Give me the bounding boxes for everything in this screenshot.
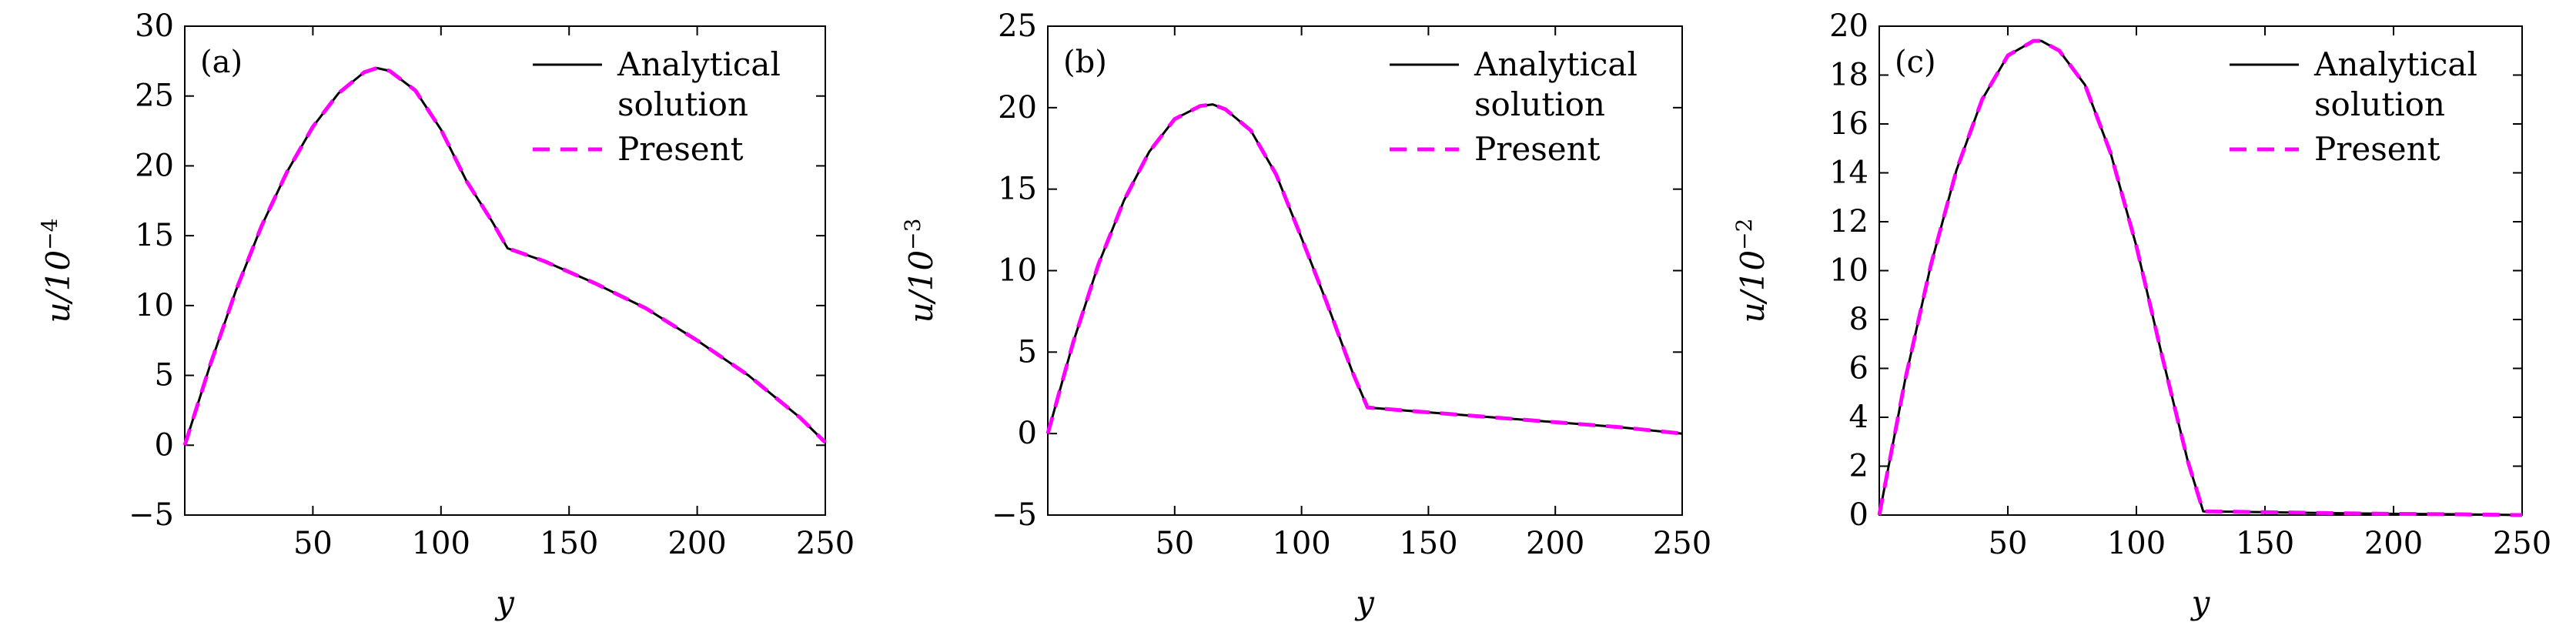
y-tick-label: −5 — [992, 497, 1037, 533]
y-axis-label-base: u/10 — [902, 250, 940, 323]
legend-label-present: Present — [1474, 130, 1601, 168]
y-axis-label-group: u/10−2 — [1731, 219, 1771, 323]
y-axis-label-group: u/10−4 — [37, 219, 77, 323]
y-tick-label: 14 — [1829, 156, 1868, 191]
legend-label-analytical: solution — [2314, 85, 2445, 123]
y-tick-label: 8 — [1849, 302, 1868, 337]
legend-label-analytical: solution — [617, 85, 748, 123]
x-tick-label: 50 — [1989, 526, 2028, 561]
y-tick-label: 25 — [998, 8, 1037, 44]
y-tick-label: 10 — [135, 288, 174, 323]
y-tick-label: 16 — [1829, 106, 1868, 142]
panel-label: (c) — [1895, 45, 1936, 80]
y-tick-label: 15 — [135, 218, 174, 253]
y-tick-label: 0 — [1849, 497, 1868, 533]
y-tick-label: 12 — [1829, 204, 1868, 239]
series-line-present — [1877, 38, 2523, 517]
series-line-present — [182, 65, 827, 447]
x-tick-label: 200 — [667, 526, 726, 561]
panel-label: (a) — [200, 45, 243, 80]
y-tick-label: 4 — [1849, 400, 1868, 435]
panel-label: (b) — [1063, 45, 1107, 80]
legend-label-present: Present — [617, 130, 744, 168]
y-axis-label-exponent: −2 — [1731, 219, 1757, 250]
x-tick-label: 50 — [293, 526, 333, 561]
y-axis-label: u/10−2 — [1731, 219, 1771, 323]
x-tick-label: 150 — [1399, 526, 1457, 561]
legend-label-analytical: Analytical — [2313, 45, 2477, 83]
x-tick-label: 50 — [1155, 526, 1194, 561]
chart-panel-0: 50 100 150 200 250 −5 0 5 10 15 20 25 30 y u/10−4 (a) An… — [37, 8, 855, 621]
y-tick-label: 10 — [1829, 253, 1868, 289]
y-tick-label: −5 — [129, 497, 174, 533]
x-tick-label: 250 — [2493, 526, 2551, 561]
y-tick-label: 5 — [1018, 334, 1037, 370]
legend-label-present: Present — [2314, 130, 2441, 168]
x-axis-label: y — [494, 584, 515, 621]
legend-label-analytical: solution — [1474, 85, 1605, 123]
y-axis-label: u/10−3 — [900, 219, 940, 323]
legend-label-analytical: Analytical — [1474, 45, 1638, 83]
series-line-present — [1045, 102, 1683, 436]
y-tick-label: 15 — [998, 172, 1037, 207]
y-tick-label: 5 — [155, 358, 174, 393]
y-axis-label-exponent: −4 — [37, 219, 62, 250]
chart-panel-1: 50 100 150 200 250 −5 0 5 10 15 20 25 y u/10−3 (b) Anal… — [900, 8, 1711, 621]
x-tick-label: 100 — [2107, 526, 2166, 561]
y-axis-label: u/10−4 — [37, 219, 77, 323]
legend-label-analytical: Analytical — [617, 45, 781, 83]
y-tick-label: 2 — [1849, 449, 1868, 484]
x-tick-label: 200 — [1526, 526, 1584, 561]
x-axis-label: y — [1354, 584, 1375, 621]
x-tick-label: 150 — [540, 526, 598, 561]
y-tick-label: 20 — [998, 90, 1037, 125]
y-tick-label: 18 — [1829, 58, 1868, 93]
y-axis-label-exponent: −3 — [900, 219, 925, 250]
x-tick-label: 250 — [796, 526, 855, 561]
x-tick-label: 250 — [1653, 526, 1711, 561]
y-axis-label-base: u/10 — [1734, 250, 1771, 323]
y-tick-label: 20 — [135, 148, 174, 183]
x-tick-label: 100 — [412, 526, 470, 561]
y-tick-label: 10 — [998, 253, 1037, 289]
chart-panel-2: 50 100 150 200 250 0 2 4 6 8 10 12 14 16 18 20 y u/10−2 (c… — [1731, 8, 2551, 621]
plot-frame — [184, 25, 826, 516]
x-axis-label: y — [2190, 584, 2211, 621]
y-axis-label-group: u/10−3 — [900, 219, 940, 323]
y-tick-label: 30 — [135, 8, 174, 44]
x-tick-label: 100 — [1272, 526, 1330, 561]
series-line-analytical — [183, 66, 827, 446]
x-tick-label: 150 — [2236, 526, 2294, 561]
y-tick-label: 0 — [1018, 416, 1037, 451]
y-axis-label-base: u/10 — [39, 250, 77, 323]
y-tick-label: 6 — [1849, 351, 1868, 386]
y-tick-label: 25 — [135, 79, 174, 114]
y-tick-label: 20 — [1829, 8, 1868, 44]
y-tick-label: 0 — [155, 427, 174, 463]
x-tick-label: 200 — [2364, 526, 2423, 561]
